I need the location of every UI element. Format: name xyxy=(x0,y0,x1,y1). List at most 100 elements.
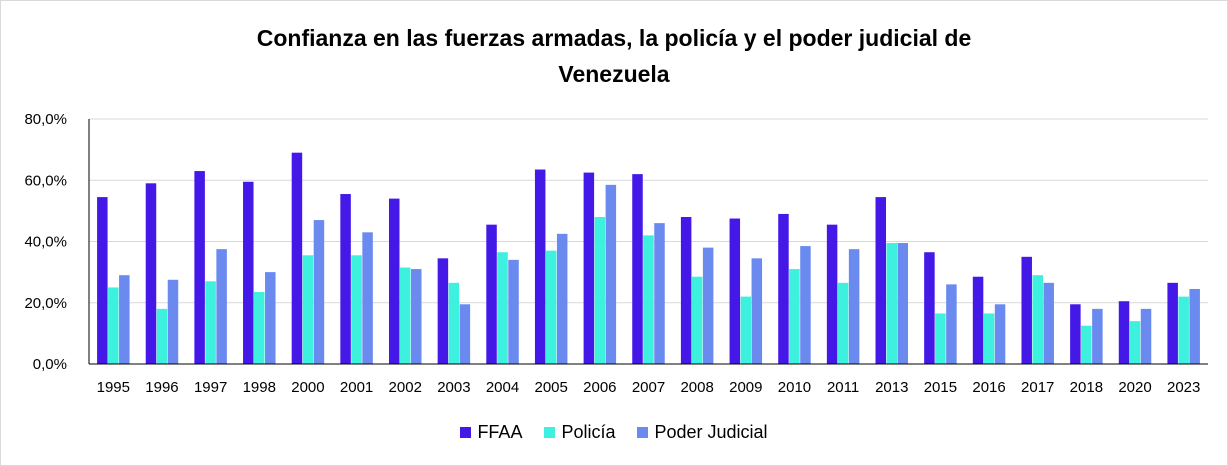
x-tick-label: 2004 xyxy=(486,379,519,396)
x-tick-label: 2016 xyxy=(972,379,1005,396)
bar-poder-judicial-2010 xyxy=(800,246,811,364)
bar-policia-2017 xyxy=(1032,275,1043,364)
bar-poder-judicial-2007 xyxy=(654,223,665,364)
bar-policia-1997 xyxy=(205,281,216,364)
bar-poder-judicial-2001 xyxy=(362,232,373,364)
chart-title-line-1: Confianza en las fuerzas armadas, la pol… xyxy=(256,25,972,51)
bar-ffaa-2017 xyxy=(1021,256,1032,364)
bar-policia-2007 xyxy=(643,235,654,364)
bar-poder-judicial-2004 xyxy=(508,259,519,364)
y-tick-label: 20,0% xyxy=(24,295,67,312)
legend-item-ffaa: FFAA xyxy=(460,422,522,443)
x-tick-label: 2020 xyxy=(1118,379,1151,396)
x-tick-label: 2018 xyxy=(1070,379,1103,396)
bar-policia-1995 xyxy=(108,287,119,364)
legend-label-ffaa: FFAA xyxy=(477,421,523,442)
x-tick-label: 2005 xyxy=(535,379,568,396)
bar-policia-1998 xyxy=(254,292,265,364)
bar-policia-2016 xyxy=(983,313,995,364)
bar-policia-2013 xyxy=(886,243,898,364)
bar-poder-judicial-2003 xyxy=(459,304,471,364)
bar-policia-2000 xyxy=(302,255,314,364)
bar-ffaa-2009 xyxy=(729,218,741,364)
bar-ffaa-2011 xyxy=(826,224,838,364)
bar-ffaa-2006 xyxy=(583,172,595,364)
bar-ffaa-1996 xyxy=(145,183,157,364)
bar-policia-2009 xyxy=(740,296,752,364)
bar-policia-2005 xyxy=(545,250,557,364)
bar-poder-judicial-2011 xyxy=(848,249,860,364)
x-tick-label: 1996 xyxy=(145,379,178,396)
bar-ffaa-2002 xyxy=(388,198,400,364)
bar-policia-2002 xyxy=(399,267,411,364)
bar-poder-judicial-2018 xyxy=(1092,308,1103,364)
x-tick-label: 2017 xyxy=(1021,379,1054,396)
x-tick-label: 2003 xyxy=(437,379,470,396)
x-tick-label: 2001 xyxy=(340,379,373,396)
y-tick-label: 0,0% xyxy=(33,356,67,373)
y-tick-label: 80,0% xyxy=(24,111,67,128)
bar-policia-1996 xyxy=(156,308,168,364)
bar-poder-judicial-2008 xyxy=(702,247,714,364)
bar-policia-2010 xyxy=(789,269,800,364)
legend: FFAA Policía Poder Judicial xyxy=(0,420,1228,444)
x-tick-label: 1998 xyxy=(243,379,276,396)
x-tick-label: 2011 xyxy=(827,379,859,396)
x-tick-label: 2006 xyxy=(583,379,616,396)
bar-ffaa-2008 xyxy=(680,217,692,364)
bar-poder-judicial-2016 xyxy=(994,304,1006,364)
bar-poder-judicial-2013 xyxy=(897,243,909,364)
x-tick-label: 2015 xyxy=(924,379,957,396)
bar-ffaa-2020 xyxy=(1118,301,1130,364)
bar-ffaa-2007 xyxy=(632,174,643,364)
bar-poder-judicial-2020 xyxy=(1140,308,1152,364)
bar-ffaa-2013 xyxy=(875,197,887,364)
x-tick-label: 2007 xyxy=(632,379,665,396)
bar-poder-judicial-1995 xyxy=(119,275,130,364)
chart-title: Confianza en las fuerzas armadas, la pol… xyxy=(0,20,1228,92)
bar-poder-judicial-2015 xyxy=(946,284,957,364)
bar-ffaa-2018 xyxy=(1070,304,1081,364)
bar-ffaa-2004 xyxy=(486,224,497,364)
bar-ffaa-1995 xyxy=(97,197,108,364)
bar-ffaa-2005 xyxy=(534,169,546,364)
x-tick-label: 2009 xyxy=(729,379,762,396)
bar-policia-2008 xyxy=(691,276,703,364)
bar-policia-2003 xyxy=(448,282,460,364)
bar-poder-judicial-2023 xyxy=(1189,288,1200,364)
bar-ffaa-2001 xyxy=(340,194,351,364)
legend-swatch-ffaa xyxy=(460,426,472,438)
x-tick-label: 2002 xyxy=(389,379,422,396)
legend-label-poder-judicial: Poder Judicial xyxy=(654,421,768,442)
bar-poder-judicial-1996 xyxy=(167,279,179,364)
legend-swatch-poder-judicial xyxy=(637,426,649,438)
x-tick-label: 2010 xyxy=(778,379,811,396)
bar-policia-2020 xyxy=(1129,321,1141,364)
bar-policia-2011 xyxy=(837,282,849,364)
legend-item-policia: Policía xyxy=(544,422,615,443)
y-tick-label: 60,0% xyxy=(24,172,67,189)
y-tick-label: 40,0% xyxy=(24,234,67,251)
legend-swatch-policia xyxy=(544,426,556,438)
x-tick-label: 2023 xyxy=(1167,379,1200,396)
x-tick-label: 2008 xyxy=(680,379,713,396)
bar-policia-2015 xyxy=(935,313,946,364)
bar-ffaa-1998 xyxy=(243,181,254,364)
bar-ffaa-2000 xyxy=(291,152,303,364)
chart-title-line-2: Venezuela xyxy=(558,61,670,87)
x-tick-label: 2000 xyxy=(291,379,324,396)
bar-poder-judicial-2000 xyxy=(313,220,325,364)
bar-poder-judicial-2009 xyxy=(751,258,763,364)
bar-policia-2023 xyxy=(1178,296,1189,364)
x-tick-label: 1995 xyxy=(97,379,130,396)
x-tick-label: 1997 xyxy=(194,379,227,396)
bar-ffaa-2015 xyxy=(924,252,935,364)
bar-ffaa-2016 xyxy=(972,276,984,364)
bar-poder-judicial-1997 xyxy=(216,249,227,364)
bar-policia-2004 xyxy=(497,252,508,364)
legend-item-poder-judicial: Poder Judicial xyxy=(637,421,768,443)
bar-ffaa-2023 xyxy=(1167,282,1178,364)
bar-ffaa-2003 xyxy=(437,258,449,364)
legend-label-policia: Policía xyxy=(561,421,616,442)
